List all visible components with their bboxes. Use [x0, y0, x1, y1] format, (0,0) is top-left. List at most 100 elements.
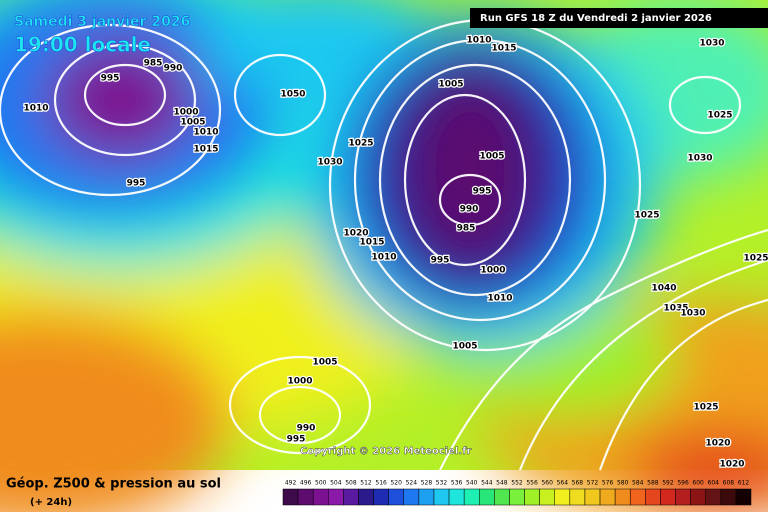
isobar-label: 1025: [634, 211, 659, 221]
legend-swatch: [735, 488, 752, 506]
isobar-label: 1015: [359, 238, 384, 248]
isobar-label: 995: [473, 187, 492, 197]
isobar-label: 1030: [680, 309, 705, 319]
isobar-label: 1010: [23, 104, 48, 114]
isobar-label: 1030: [687, 154, 712, 164]
legend-swatch: [418, 488, 435, 506]
legend-swatch: [282, 488, 299, 506]
legend-label: 600: [692, 480, 704, 487]
isobar-label: 1050: [280, 90, 305, 100]
isobar-label: 995: [287, 435, 306, 445]
isobar-label: 1010: [466, 36, 491, 46]
isobar-label: 1000: [480, 266, 505, 276]
legend-label: 528: [421, 480, 433, 487]
legend-label: 612: [738, 480, 750, 487]
legend-swatch: [614, 488, 631, 506]
legend-swatch: [599, 488, 616, 506]
legend-label: 540: [466, 480, 478, 487]
footer-title: Géop. Z500 & pression au sol: [6, 477, 221, 492]
legend-label: 492: [285, 480, 297, 487]
legend-swatch: [358, 488, 374, 506]
legend-label: 568: [572, 480, 584, 487]
legend-swatch: [645, 488, 661, 506]
legend-swatch: [479, 488, 495, 506]
isobar-label: 1025: [348, 139, 373, 149]
isobar-label: 1005: [452, 342, 477, 352]
isobar-label: 990: [460, 205, 479, 215]
legend-label: 556: [526, 480, 538, 487]
isobar-label: 1005: [438, 80, 463, 90]
legend-label: 576: [602, 480, 614, 487]
legend-swatch: [388, 488, 405, 506]
footer-subtitle: (+ 24h): [30, 497, 72, 508]
isobar-label: 1030: [699, 39, 724, 49]
legend-swatch: [720, 488, 737, 506]
legend-swatch: [569, 488, 586, 506]
legend-label: 564: [557, 480, 569, 487]
legend-swatch: [297, 488, 314, 506]
legend-label: 536: [451, 480, 463, 487]
isobar-label: 985: [457, 224, 476, 234]
isobar-label: 1015: [193, 145, 218, 155]
date: Samedi 3 janvier 2026: [14, 14, 190, 30]
isobar-label: 1025: [707, 111, 732, 121]
isobar-label: 1035: [663, 304, 688, 314]
legend-swatch: [312, 488, 329, 506]
legend-swatch: [629, 488, 646, 506]
legend-swatch: [494, 488, 510, 506]
isobar-label: 995: [127, 179, 146, 189]
isobar-label: 1040: [651, 284, 676, 294]
legend-swatch: [343, 488, 359, 506]
isobar-label: 1030: [317, 158, 342, 168]
isobar-label: 1025: [743, 254, 768, 264]
legend-swatch: [675, 488, 691, 506]
legend-label: 516: [375, 480, 387, 487]
isobar-label: 995: [431, 256, 450, 266]
isobar-label: 1010: [371, 253, 396, 263]
time: 19:00 locale: [14, 33, 151, 57]
isobar-label: 1000: [287, 377, 312, 387]
isobar-label: 995: [101, 74, 120, 84]
legend-swatch: [403, 488, 420, 506]
legend-swatch: [463, 488, 480, 506]
isobar-label: 1025: [693, 403, 718, 413]
isobar-label: 1020: [343, 229, 368, 239]
copyright: Copyright © 2026 Meteociel.fr: [300, 446, 471, 457]
legend-label: 504: [330, 480, 342, 487]
legend-swatch: [448, 488, 465, 506]
isobar-label: 1005: [180, 118, 205, 128]
legend-label: 520: [390, 480, 402, 487]
run-info: Run GFS 18 Z du Vendredi 2 janvier 2026: [480, 13, 712, 24]
legend-label: 604: [708, 480, 720, 487]
isobar-label: 1010: [193, 128, 218, 138]
isobar-label: 1005: [312, 358, 337, 368]
isobar-label: 1005: [479, 152, 504, 162]
legend-label: 524: [406, 480, 418, 487]
legend-label: 500: [315, 480, 327, 487]
legend-swatch: [539, 488, 555, 506]
isobar-label: 1020: [719, 460, 744, 470]
legend-label: 496: [300, 480, 312, 487]
legend-label: 572: [587, 480, 599, 487]
legend-label: 580: [617, 480, 629, 487]
legend-swatch: [690, 488, 706, 506]
legend-label: 544: [481, 480, 493, 487]
legend-label: 508: [345, 480, 357, 487]
isobar-label: 990: [164, 64, 183, 74]
legend-label: 608: [723, 480, 735, 487]
isobar-label: 990: [297, 424, 316, 434]
legend-label: 548: [496, 480, 508, 487]
legend-swatch: [705, 488, 722, 506]
legend-swatch: [584, 488, 601, 506]
isobar-label: 1020: [705, 439, 730, 449]
legend-label: 588: [647, 480, 659, 487]
legend-swatch: [509, 488, 525, 506]
legend-label: 512: [360, 480, 372, 487]
isobar-label: 985: [144, 59, 163, 69]
legend-swatch: [433, 488, 450, 506]
legend-label: 596: [677, 480, 689, 487]
legend-swatch: [660, 488, 676, 506]
legend-label: 560: [541, 480, 553, 487]
